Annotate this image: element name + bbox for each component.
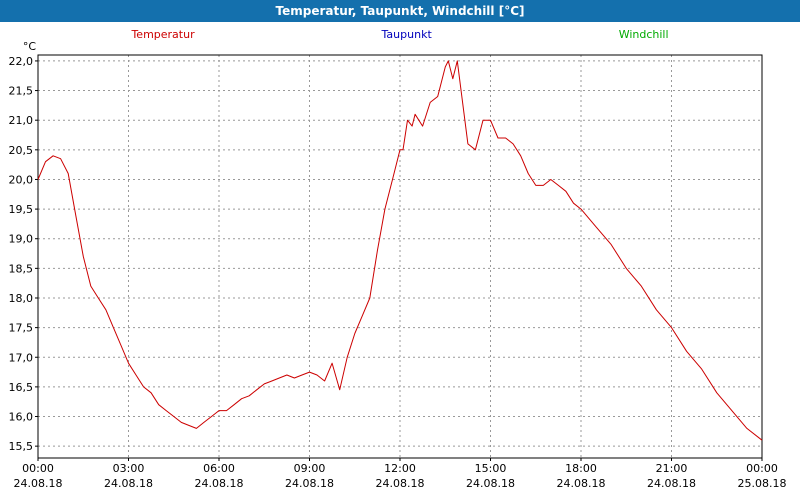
- legend-windchill: Windchill: [618, 27, 669, 41]
- y-tick-label: 17,0: [9, 351, 34, 364]
- x-tick-time-label: 09:00: [294, 462, 326, 475]
- x-tick-time-label: 00:00: [746, 462, 778, 475]
- x-tick-time-label: 18:00: [565, 462, 597, 475]
- x-tick-date-label: 24.08.18: [14, 477, 63, 490]
- window-titlebar: Temperatur, Taupunkt, Windchill [°C]: [0, 0, 800, 22]
- x-tick-time-label: 15:00: [475, 462, 507, 475]
- y-tick-label: 21,5: [9, 85, 34, 98]
- x-tick-time-label: 12:00: [384, 462, 416, 475]
- y-tick-label: 21,0: [9, 114, 34, 127]
- legend-temperatur: Temperatur: [131, 27, 195, 41]
- series-line-temperatur: [37, 60, 763, 441]
- y-tick-label: 19,0: [9, 233, 34, 246]
- y-tick-label: 17,5: [9, 322, 34, 335]
- y-tick-label: 16,5: [9, 381, 34, 394]
- x-tick-date-label: 24.08.18: [195, 477, 244, 490]
- x-tick-time-label: 03:00: [113, 462, 145, 475]
- legend-taupunkt: Taupunkt: [381, 27, 432, 41]
- y-axis-unit-label: °C: [22, 40, 36, 53]
- x-tick-date-label: 24.08.18: [104, 477, 153, 490]
- x-tick-date-label: 24.08.18: [285, 477, 334, 490]
- x-tick-date-label: 24.08.18: [466, 477, 515, 490]
- y-tick-label: 16,0: [9, 411, 34, 424]
- chart-legend: Temperatur Taupunkt Windchill: [38, 27, 762, 41]
- y-tick-label: 18,5: [9, 262, 34, 275]
- x-tick-date-label: 24.08.18: [647, 477, 696, 490]
- x-tick-date-label: 25.08.18: [738, 477, 787, 490]
- y-tick-label: 20,5: [9, 144, 34, 157]
- y-tick-label: 22,0: [9, 55, 34, 68]
- x-tick-date-label: 24.08.18: [376, 477, 425, 490]
- x-tick-time-label: 21:00: [656, 462, 688, 475]
- plot-border: [37, 54, 763, 459]
- x-tick-time-label: 06:00: [203, 462, 235, 475]
- y-tick-label: 19,5: [9, 203, 34, 216]
- y-tick-label: 20,0: [9, 173, 34, 186]
- y-tick-label: 15,5: [9, 440, 34, 453]
- x-tick-date-label: 24.08.18: [557, 477, 606, 490]
- window-title: Temperatur, Taupunkt, Windchill [°C]: [275, 4, 525, 18]
- y-tick-label: 18,0: [9, 292, 34, 305]
- x-tick-time-label: 00:00: [22, 462, 54, 475]
